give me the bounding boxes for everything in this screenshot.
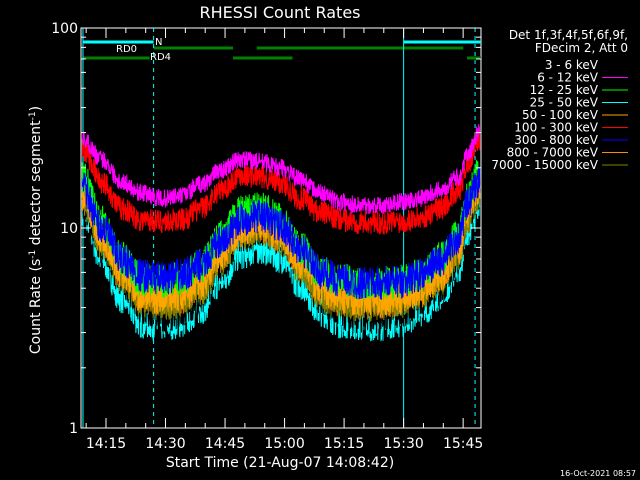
chart-title: RHESSI Count Rates [200, 3, 361, 22]
legend-label: 300 - 800 keV [514, 133, 598, 147]
legend-label: 12 - 25 keV [530, 83, 599, 97]
x-tick-label: 14:45 [205, 436, 245, 452]
legend-label: 800 - 7000 keV [507, 146, 599, 160]
legend: Det 1f,3f,4f,5f,6f,9f, FDecim 2, Att 0 3… [491, 28, 628, 172]
legend-header-line-2: FDecim 2, Att 0 [535, 41, 628, 55]
y-tick-label: 10 [60, 221, 78, 237]
x-tick-label: 14:15 [86, 436, 126, 452]
series-line-5 [81, 127, 481, 235]
x-tick-label: 15:15 [324, 436, 364, 452]
series-lines [81, 124, 481, 342]
y-axis: 1 10 100 [51, 21, 481, 437]
legend-label: 100 - 300 keV [514, 121, 598, 135]
legend-label: 25 - 50 keV [530, 96, 599, 110]
x-tick-label: 14:30 [145, 436, 185, 452]
x-axis-label: Start Time (21-Aug-07 14:08:42) [166, 455, 394, 471]
series-line-6 [81, 166, 481, 300]
annotation-rd4: RD4 [150, 52, 171, 63]
x-tick-label: 15:45 [443, 436, 483, 452]
legend-label: 7000 - 15000 keV [491, 158, 598, 172]
y-tick-label: 1 [69, 421, 78, 437]
flag-bars [82, 40, 481, 60]
annotation-rd0: RD0 [116, 44, 137, 55]
y-axis-label: Count Rate (s-1 detector segment-1) [28, 106, 44, 354]
x-tick-label: 15:30 [383, 436, 423, 452]
x-axis: 14:15 14:30 14:45 15:00 15:15 15:30 15:45 [85, 28, 483, 452]
legend-header-line-1: Det 1f,3f,4f,5f,6f,9f, [509, 28, 628, 42]
annotation-n: N [155, 37, 162, 48]
legend-label: 50 - 100 keV [522, 108, 599, 122]
legend-label: 3 - 6 keV [545, 58, 599, 72]
series-line-1 [81, 124, 480, 215]
footer-timestamp: 16-Oct-2021 08:57 [560, 469, 636, 478]
legend-label: 6 - 12 keV [537, 71, 599, 85]
x-tick-label: 15:00 [264, 436, 304, 452]
y-tick-label: 100 [51, 21, 78, 37]
